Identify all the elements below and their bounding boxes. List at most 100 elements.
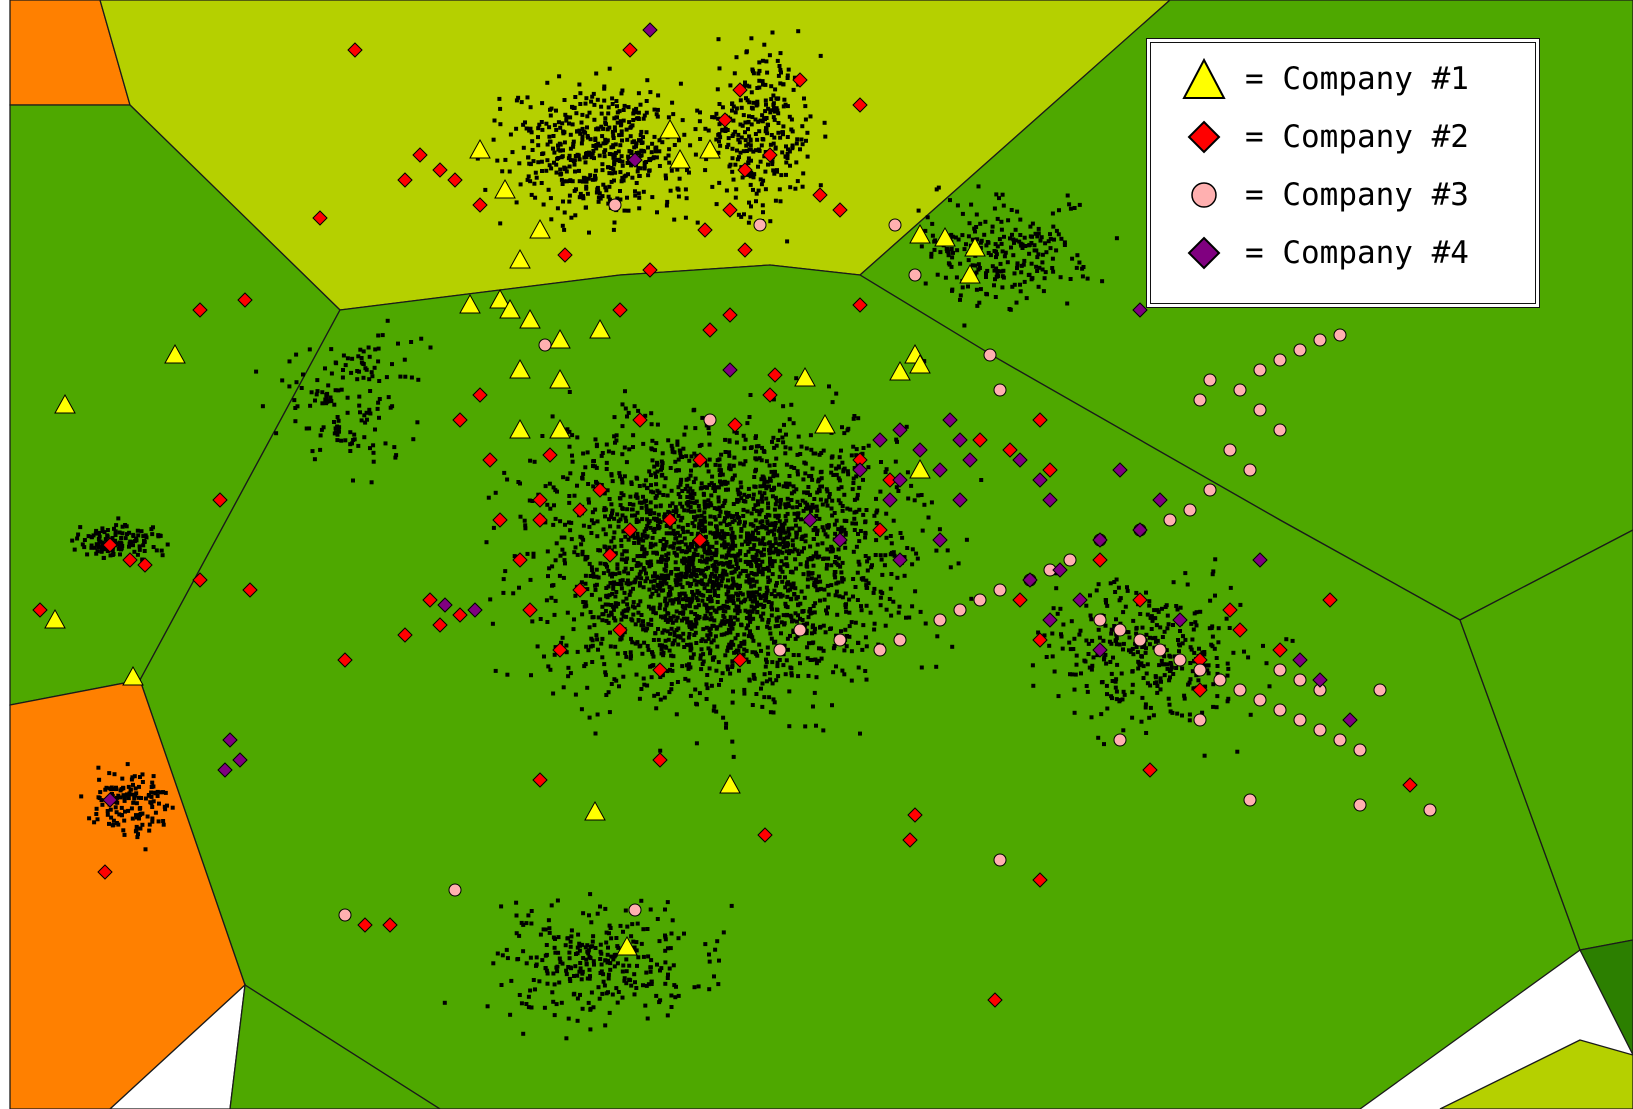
company-2-marker xyxy=(1032,632,1048,648)
company-4-marker xyxy=(1092,642,1108,658)
company-4-marker xyxy=(1052,562,1068,578)
company-4-marker xyxy=(1022,572,1038,588)
company-3-marker xyxy=(1333,733,1347,747)
company-4-marker xyxy=(222,732,238,748)
company-3-marker xyxy=(1333,328,1347,342)
company-4-marker xyxy=(1042,612,1058,628)
company-1-marker xyxy=(669,148,691,169)
company-2-marker xyxy=(757,827,773,843)
company-1-marker xyxy=(889,360,911,381)
company-2-marker xyxy=(622,42,638,58)
company-2-marker xyxy=(1192,682,1208,698)
company-3-marker xyxy=(1173,653,1187,667)
company-2-marker xyxy=(642,262,658,278)
purple-diamond-icon xyxy=(1187,236,1221,270)
company-2-marker xyxy=(717,112,733,128)
company-2-marker xyxy=(542,447,558,463)
company-2-marker xyxy=(812,187,828,203)
company-1-marker xyxy=(44,608,66,629)
company-3-marker xyxy=(993,383,1007,397)
company-2-marker xyxy=(737,242,753,258)
company-3-marker xyxy=(1063,553,1077,567)
company-3-marker xyxy=(1273,353,1287,367)
company-2-marker xyxy=(557,247,573,263)
legend-label-company-4: = Company #4 xyxy=(1245,235,1469,271)
company-2-marker xyxy=(532,512,548,528)
company-4-marker xyxy=(1112,462,1128,478)
company-2-marker xyxy=(382,917,398,933)
company-2-marker xyxy=(902,832,918,848)
company-3-marker xyxy=(1113,733,1127,747)
company-2-marker xyxy=(212,492,228,508)
company-3-marker xyxy=(1313,723,1327,737)
company-2-marker xyxy=(242,582,258,598)
company-4-marker xyxy=(1312,672,1328,688)
company-2-marker xyxy=(1402,777,1418,793)
company-2-marker xyxy=(907,807,923,823)
company-1-marker xyxy=(469,138,491,159)
company-1-marker xyxy=(699,138,721,159)
company-2-marker xyxy=(762,387,778,403)
company-1-marker xyxy=(164,343,186,364)
company-3-marker xyxy=(953,603,967,617)
company-1-marker xyxy=(494,178,516,199)
company-4-marker xyxy=(1342,712,1358,728)
company-4-marker xyxy=(1132,522,1148,538)
company-4-marker xyxy=(217,762,233,778)
company-4-marker xyxy=(892,422,908,438)
company-2-marker xyxy=(987,992,1003,1008)
company-2-marker xyxy=(612,302,628,318)
company-2-marker xyxy=(1132,592,1148,608)
company-1-marker xyxy=(909,353,931,374)
company-3-marker xyxy=(1223,443,1237,457)
company-3-marker xyxy=(1273,423,1287,437)
company-4-marker xyxy=(962,452,978,468)
company-4-marker xyxy=(932,532,948,548)
company-1-marker xyxy=(122,665,144,686)
company-2-marker xyxy=(572,502,588,518)
company-2-marker xyxy=(572,582,588,598)
company-3-marker xyxy=(1353,798,1367,812)
company-2-marker xyxy=(397,627,413,643)
company-2-marker xyxy=(452,607,468,623)
company-3-marker xyxy=(703,413,717,427)
company-2-marker xyxy=(1032,412,1048,428)
regions-layer xyxy=(9,0,1633,1109)
company-3-marker xyxy=(973,593,987,607)
company-2-marker xyxy=(1042,462,1058,478)
company-3-marker xyxy=(1293,343,1307,357)
company-2-marker xyxy=(762,147,778,163)
legend-label-company-2: = Company #2 xyxy=(1245,119,1469,155)
company-4-marker xyxy=(1132,302,1148,318)
company-4-marker xyxy=(952,432,968,448)
company-4-marker xyxy=(942,412,958,428)
company-1-marker xyxy=(589,318,611,339)
company-3-marker xyxy=(1273,663,1287,677)
triangle-icon xyxy=(1182,57,1226,99)
company-3-marker xyxy=(793,623,807,637)
company-2-marker xyxy=(432,617,448,633)
company-3-marker xyxy=(888,218,902,232)
company-3-marker xyxy=(1253,693,1267,707)
company-2-marker xyxy=(692,532,708,548)
company-1-marker xyxy=(934,226,956,247)
company-2-marker xyxy=(432,162,448,178)
company-2-marker xyxy=(472,387,488,403)
company-3-marker xyxy=(1093,613,1107,627)
company-4-marker xyxy=(872,432,888,448)
company-2-marker xyxy=(1222,602,1238,618)
pink-circle-icon xyxy=(1191,182,1217,208)
company-4-marker xyxy=(952,492,968,508)
company-2-marker xyxy=(122,552,138,568)
company-4-marker xyxy=(232,752,248,768)
company-3-marker xyxy=(1423,803,1437,817)
company-1-marker xyxy=(549,368,571,389)
company-2-marker xyxy=(727,417,743,433)
company-2-marker xyxy=(1092,552,1108,568)
company-2-marker xyxy=(722,202,738,218)
company-3-marker xyxy=(1233,383,1247,397)
company-3-marker xyxy=(1273,703,1287,717)
company-2-marker xyxy=(492,512,508,528)
company-2-marker xyxy=(412,147,428,163)
company-1-marker xyxy=(459,293,481,314)
